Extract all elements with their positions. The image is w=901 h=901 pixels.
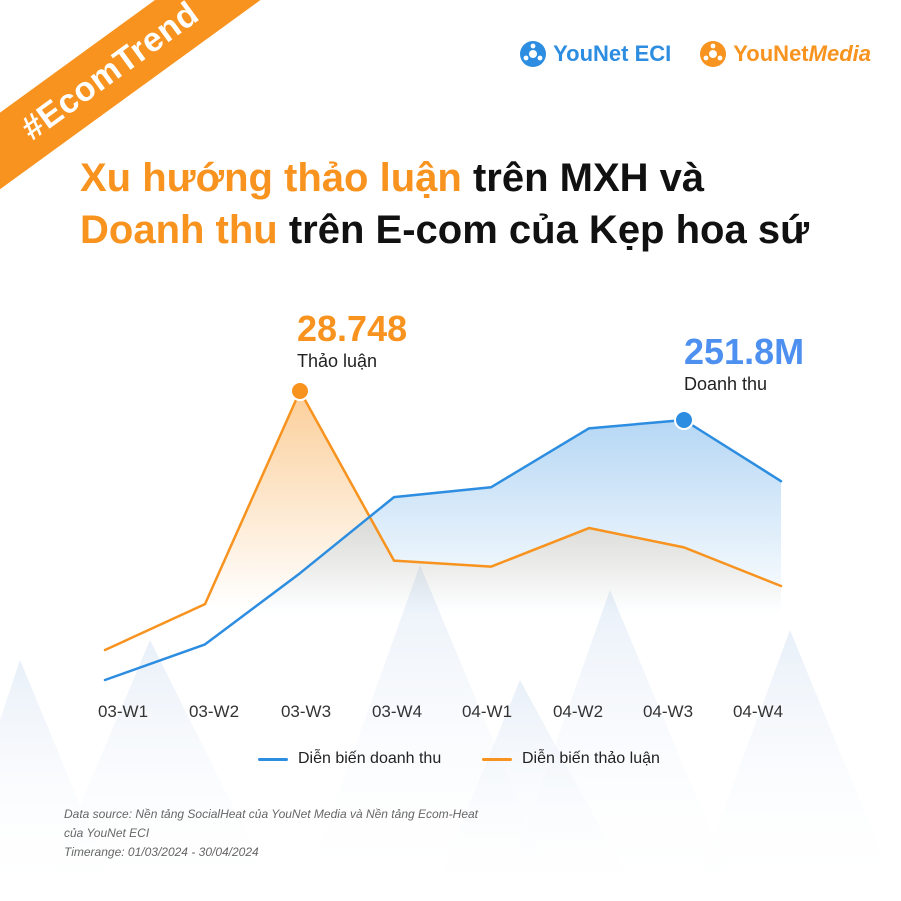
discussion-peak-value: 28.748 (297, 308, 408, 349)
data-source-footer: Data source: Nền tảng SocialHeat của You… (64, 805, 484, 862)
younet-media-logo-mark-icon (700, 41, 727, 67)
x-tick-label: 03-W1 (97, 702, 149, 721)
younet-media-name-part1: YouNet (733, 41, 809, 66)
revenue-peak-label: Doanh thu (684, 374, 768, 394)
x-tick-label: 04-W1 (461, 702, 513, 721)
legend-label-revenue: Diễn biến doanh thu (298, 750, 442, 767)
x-tick-label: 03-W3 (280, 702, 332, 721)
x-tick-label: 04-W2 (552, 702, 604, 721)
younet-eci-name: YouNet ECI (553, 41, 672, 66)
legend-item-discussion: Diễn biến thảo luận (482, 750, 660, 768)
title-line2-highlight: Doanh thu (80, 208, 278, 252)
x-tick-label: 04-W3 (642, 702, 694, 721)
legend-label-discussion: Diễn biến thảo luận (522, 750, 660, 767)
revenue-peak-marker (674, 410, 694, 430)
series-area-0 (105, 420, 781, 680)
discussion-series-line (103, 389, 783, 652)
younet-eci-logo-mark-icon (520, 41, 547, 67)
legend-swatch-revenue (258, 757, 288, 761)
title-line2-rest: trên E-com của Kẹp hoa sứ (277, 208, 810, 252)
discussion-peak-marker (290, 381, 310, 401)
title-line1-rest: trên MXH và (461, 156, 705, 200)
data-source-text: Data source: Nền tảng SocialHeat của You… (64, 807, 479, 840)
timerange-text: Timerange: 01/03/2024 - 30/04/2024 (64, 845, 259, 859)
partner-logos: YouNet ECI YouNetMedia (519, 40, 871, 68)
discussion-peak-label: Thảo luận (297, 351, 378, 371)
legend-swatch-discussion (482, 757, 512, 761)
x-tick-label: 04-W4 (732, 702, 784, 721)
legend-item-revenue: Diễn biến doanh thu (258, 750, 441, 768)
title-line1-highlight: Xu hướng thảo luận (80, 156, 462, 200)
x-tick-label: 03-W2 (188, 702, 240, 721)
x-tick-label: 03-W4 (371, 702, 423, 721)
younet-eci-logo: YouNet ECI (519, 40, 671, 68)
younet-media-logo: YouNetMedia (699, 40, 871, 68)
page-title: Xu hướng thảo luận trên MXH và Doanh thu… (80, 152, 809, 256)
younet-media-name-part2: Media (808, 41, 871, 66)
revenue-series-line (103, 418, 783, 682)
revenue-peak-value: 251.8M (684, 331, 805, 372)
